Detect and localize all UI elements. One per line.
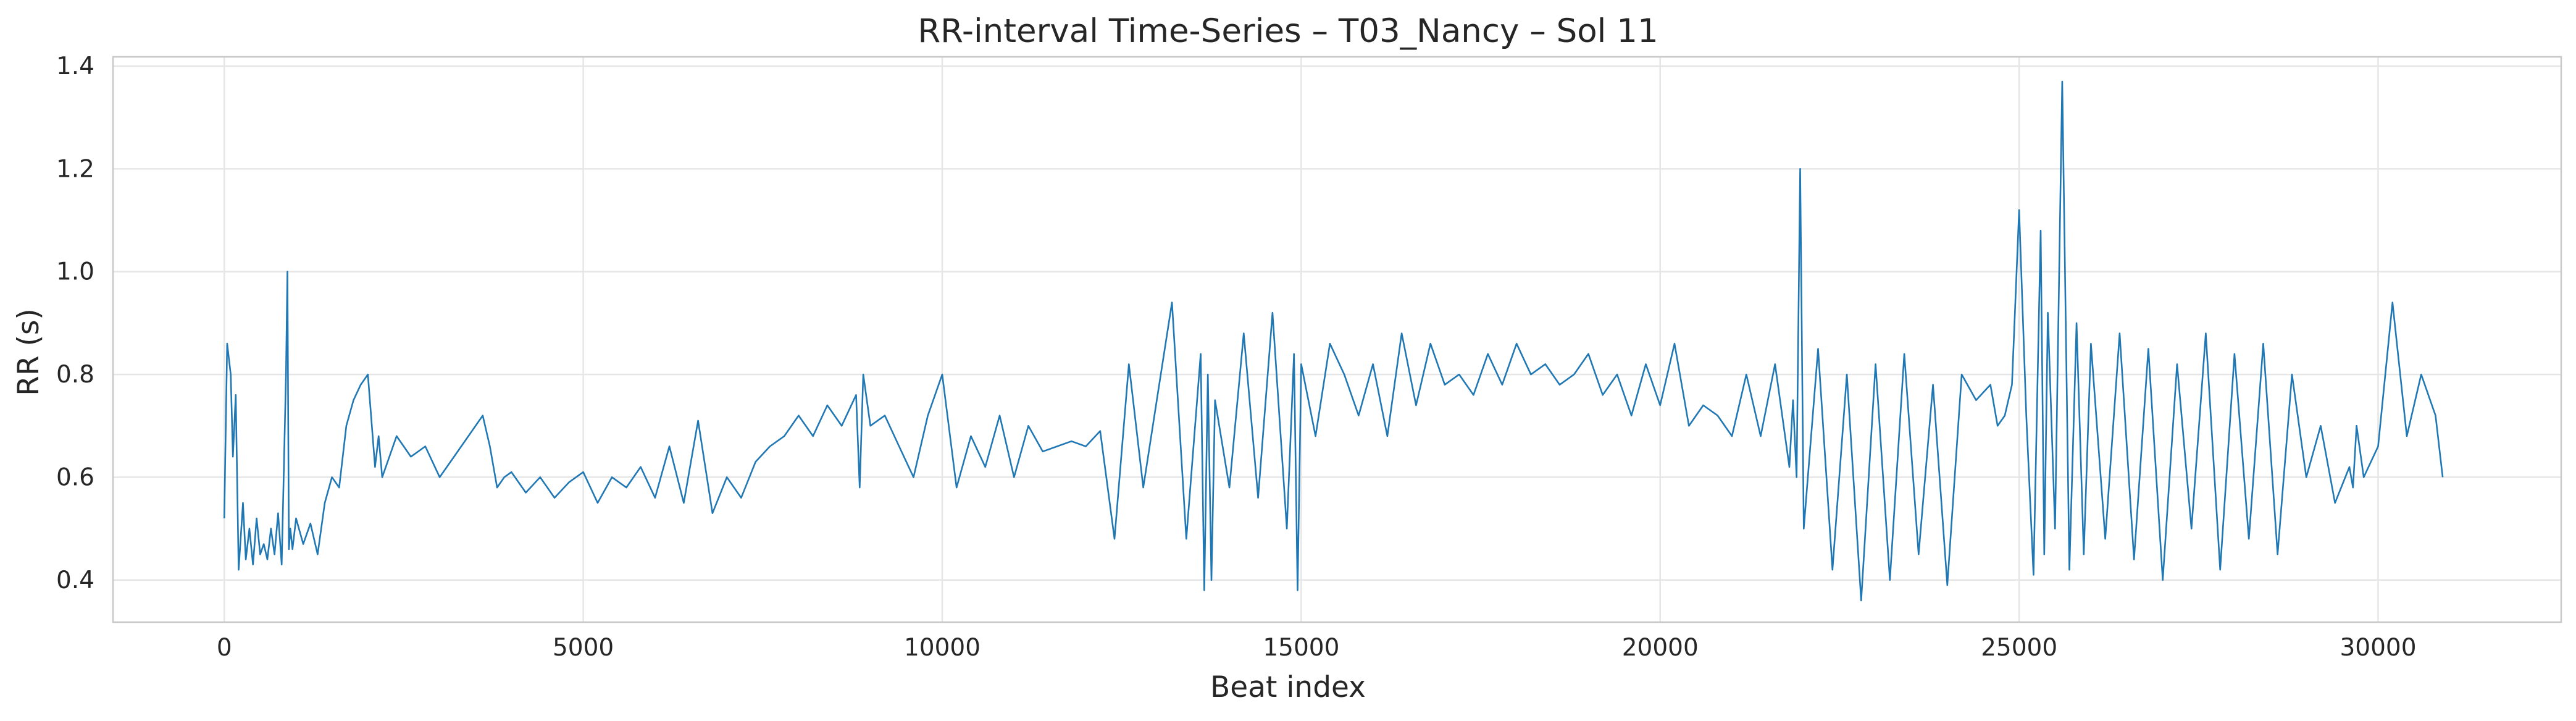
x-tick-label: 25000 <box>1981 634 2057 662</box>
y-gridlines <box>113 65 2561 581</box>
x-tick-label: 5000 <box>553 634 614 662</box>
plot-frame <box>112 56 2562 623</box>
x-tick-labels: 0 5000 10000 15000 20000 25000 30000 <box>217 634 2417 662</box>
rr-interval-series-line <box>223 80 2444 602</box>
x-tick-label: 30000 <box>2340 634 2416 662</box>
y-tick-label: 1.2 <box>56 155 94 183</box>
x-gridlines <box>223 57 2379 622</box>
x-axis-label: Beat index <box>1210 670 1366 704</box>
x-tick-label: 20000 <box>1622 634 1699 662</box>
chart-title: RR-interval Time-Series – T03_Nancy – So… <box>918 12 1658 50</box>
y-tick-label: 1.0 <box>56 258 94 286</box>
y-tick-labels: 0.4 0.6 0.8 1.0 1.2 1.4 <box>56 53 94 594</box>
y-tick-label: 0.6 <box>56 463 94 491</box>
x-tick-label: 15000 <box>1263 634 1339 662</box>
y-tick-label: 0.4 <box>56 567 94 594</box>
y-tick-label: 1.4 <box>56 53 94 80</box>
y-axis-label: RR (s) <box>12 308 46 395</box>
y-tick-label: 0.8 <box>56 361 94 389</box>
x-tick-label: 10000 <box>904 634 981 662</box>
x-tick-label: 0 <box>217 634 232 662</box>
